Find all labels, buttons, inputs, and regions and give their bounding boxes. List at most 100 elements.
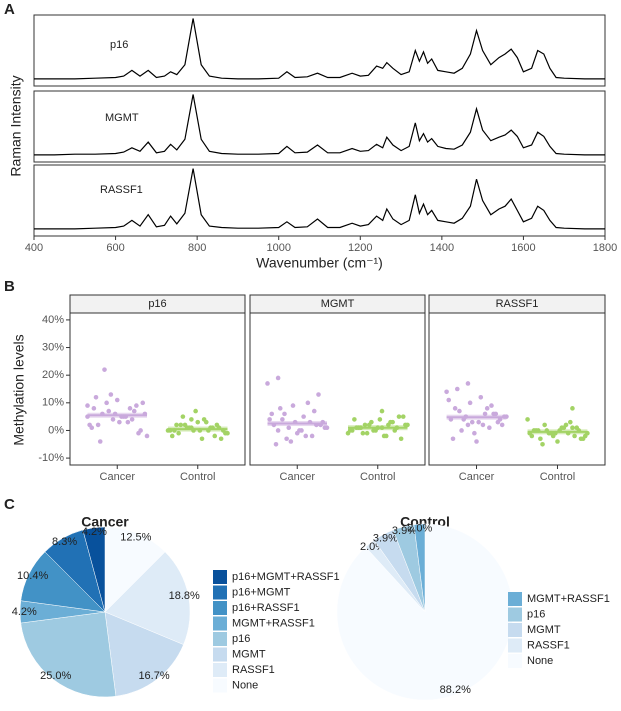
data-point <box>383 433 389 439</box>
plot-frame <box>69 312 246 466</box>
data-point <box>95 422 101 428</box>
data-point <box>480 422 486 428</box>
y-tick-label: -10% <box>38 452 64 464</box>
plot-frame <box>249 312 426 466</box>
x-tick-label: 1000 <box>266 242 290 254</box>
spectrum-line <box>34 168 605 230</box>
data-point <box>379 408 385 414</box>
data-point <box>400 414 406 419</box>
legend-swatch <box>508 592 522 606</box>
data-point <box>180 414 186 419</box>
facet-label: MGMT <box>321 298 355 310</box>
legend-swatch <box>508 623 522 637</box>
data-point <box>309 433 315 439</box>
data-point <box>218 436 224 442</box>
panel-label: B <box>4 278 15 295</box>
facet-label: RASSF1 <box>496 298 539 310</box>
legend-label: MGMT <box>232 648 266 660</box>
data-point <box>538 436 543 442</box>
x-axis-label: Wavenumber (cm⁻¹) <box>256 255 383 271</box>
data-point <box>446 397 452 403</box>
legend-swatch <box>213 616 227 631</box>
data-point <box>362 422 368 428</box>
data-point <box>140 400 146 406</box>
slice-label: 88.2% <box>440 684 471 696</box>
data-point <box>169 433 175 439</box>
legend-label: p16+MGMT <box>232 586 291 598</box>
data-point <box>225 430 230 436</box>
data-point <box>487 425 492 430</box>
data-point <box>102 367 107 372</box>
series-label: RASSF1 <box>100 184 143 196</box>
y-tick-label: 20% <box>42 369 64 381</box>
data-point <box>284 436 289 442</box>
legend-swatch <box>213 647 227 662</box>
x-tick-label: Control <box>360 471 395 483</box>
data-point <box>144 433 150 439</box>
data-point <box>131 408 137 414</box>
data-point <box>448 417 454 422</box>
data-point <box>176 430 181 436</box>
data-point <box>138 428 143 433</box>
x-tick-label: Cancer <box>100 471 136 483</box>
data-point <box>373 428 378 433</box>
data-point <box>529 433 535 439</box>
data-point <box>467 400 473 406</box>
legend-swatch <box>213 663 227 677</box>
legend-swatch <box>213 570 227 584</box>
data-point <box>134 403 139 408</box>
data-point <box>465 381 471 386</box>
plot-frame <box>33 14 606 87</box>
data-point <box>366 422 372 428</box>
data-point <box>570 406 575 411</box>
legend-label: p16 <box>527 608 545 620</box>
legend-swatch <box>213 601 227 615</box>
data-point <box>89 425 95 430</box>
data-point <box>106 408 112 414</box>
legend-label: p16+MGMT+RASSF1 <box>232 571 340 583</box>
slice-label: 8.3% <box>52 536 77 548</box>
pie-slice <box>104 551 191 645</box>
data-point <box>580 436 586 442</box>
data-point <box>85 403 90 408</box>
slice-label: 3.9% <box>373 532 398 544</box>
data-point <box>525 417 530 422</box>
data-point <box>568 419 573 425</box>
spectrum-line <box>34 18 605 80</box>
data-point <box>499 422 505 428</box>
data-point <box>275 375 281 381</box>
data-point <box>364 430 370 436</box>
data-point <box>297 428 302 433</box>
legend-label: p16 <box>232 633 250 645</box>
data-point <box>360 430 366 436</box>
slice-label: 12.5% <box>120 531 151 543</box>
data-point <box>199 436 205 442</box>
data-point <box>452 406 458 411</box>
x-tick-label: Control <box>540 471 575 483</box>
data-point <box>324 425 330 430</box>
data-point <box>203 419 209 425</box>
data-point <box>265 381 270 386</box>
data-point <box>444 389 449 395</box>
plot-frame <box>428 312 606 466</box>
y-tick-label: 40% <box>42 314 64 326</box>
data-point <box>286 425 292 430</box>
x-tick-label: Cancer <box>280 471 316 483</box>
data-point <box>484 406 490 411</box>
legend-label: MGMT <box>527 624 561 636</box>
data-point <box>497 417 503 422</box>
pie-title: Cancer <box>81 514 129 530</box>
data-point <box>405 422 410 428</box>
data-point <box>563 422 569 428</box>
data-point <box>472 430 477 436</box>
pie-slice <box>20 611 117 698</box>
data-point <box>482 411 488 417</box>
data-point <box>97 439 103 444</box>
legend-swatch <box>213 632 227 646</box>
data-point <box>555 439 560 444</box>
data-point <box>450 436 456 442</box>
data-point <box>193 408 198 414</box>
data-point <box>469 419 475 425</box>
pie-slice <box>104 526 166 613</box>
